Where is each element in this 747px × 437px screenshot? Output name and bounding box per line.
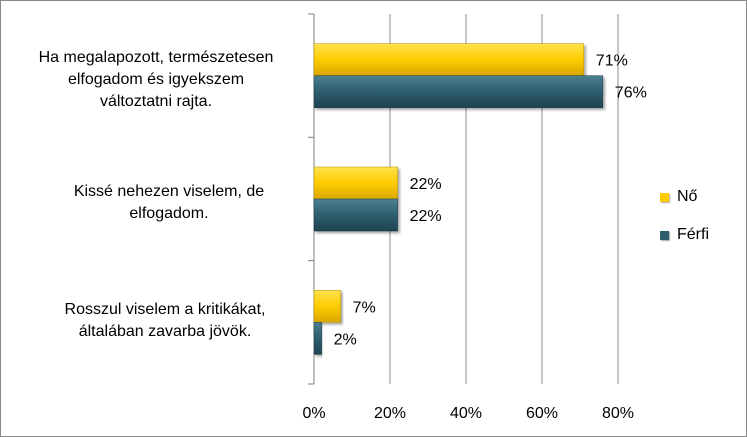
x-tick-label-3: 60% xyxy=(526,405,558,422)
legend: Nő Férfi xyxy=(660,186,740,262)
value-label-ferfi-0: 76% xyxy=(615,85,647,102)
bar-ferfi-0 xyxy=(313,75,604,108)
bar-no-0 xyxy=(313,43,585,76)
x-tick-label-1: 20% xyxy=(374,405,406,422)
value-label-no-0: 71% xyxy=(596,53,628,70)
category-label-2: Kissé nehezen viselem, de elfogadom. xyxy=(73,183,265,222)
value-label-ferfi-2: 2% xyxy=(334,331,357,348)
legend-swatch-ferfi xyxy=(660,230,669,240)
value-label-no-2: 7% xyxy=(353,299,376,316)
legend-swatch-no xyxy=(660,192,669,202)
x-tick-label-4: 80% xyxy=(602,405,634,422)
category-label-1: Ha megalapozott, természetesen elfogadom… xyxy=(38,49,274,110)
bar-no-1 xyxy=(313,166,398,200)
bar-no-2 xyxy=(313,290,341,323)
value-label-ferfi-1: 22% xyxy=(410,208,442,225)
bar-ferfi-2 xyxy=(313,322,322,355)
x-tick-label-2: 40% xyxy=(450,405,482,422)
legend-label-no: Nő xyxy=(677,188,698,205)
legend-item-no: Nő xyxy=(660,186,740,208)
category-label-3: Rosszul viselem a kritikákat, általában … xyxy=(64,301,266,340)
value-label-no-1: 22% xyxy=(410,176,442,193)
legend-label-ferfi: Férfi xyxy=(677,226,709,243)
legend-item-ferfi: Férfi xyxy=(660,224,740,246)
bar-ferfi-1 xyxy=(313,198,398,232)
x-tick-label-0: 0% xyxy=(302,405,325,422)
